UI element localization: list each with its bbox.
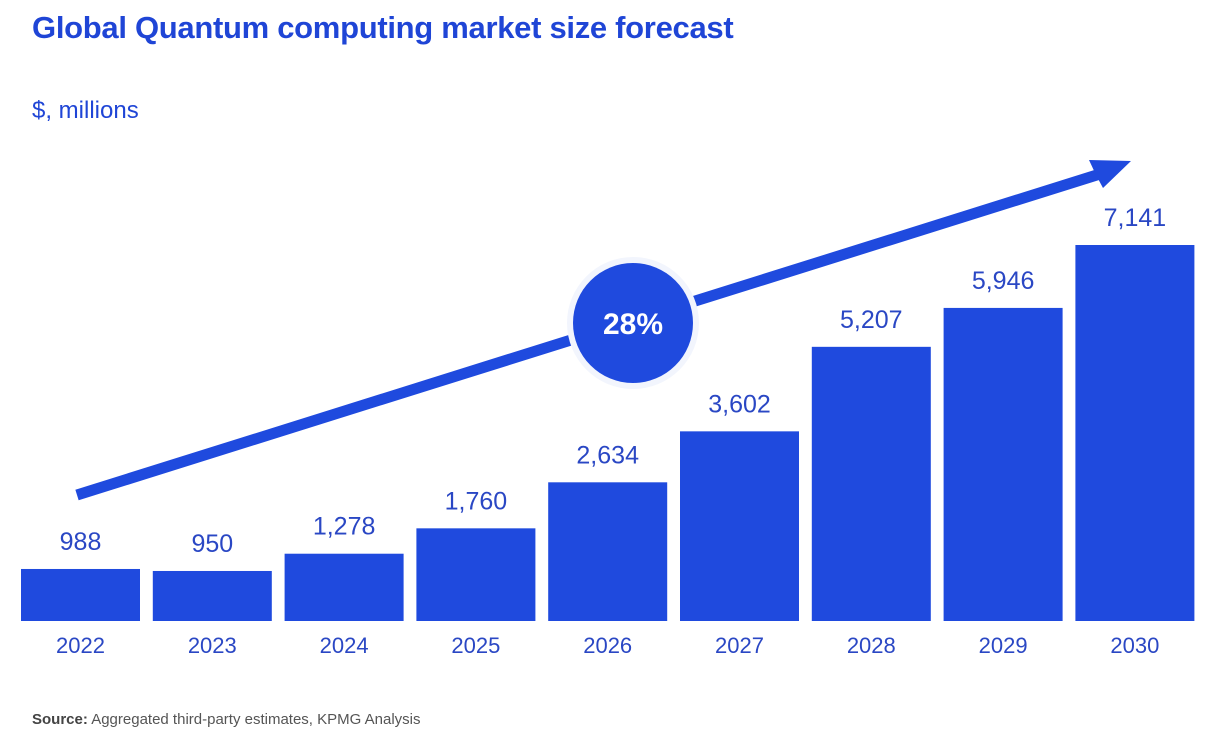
x-tick-label: 2022: [56, 633, 105, 658]
bar-2023: [152, 570, 272, 621]
value-label: 2,634: [576, 441, 639, 469]
source-text: Aggregated third-party estimates, KPMG A…: [87, 711, 421, 728]
bar-2030: [1075, 245, 1195, 621]
x-tick-label: 2028: [847, 633, 896, 658]
unit-label: $, millions: [32, 97, 139, 124]
cagr-label: 28%: [603, 308, 663, 341]
x-tick-label: 2024: [320, 633, 369, 658]
x-tick-label: 2023: [188, 633, 237, 658]
value-label: 7,141: [1104, 204, 1167, 232]
value-label: 950: [191, 530, 233, 558]
x-tick-label: 2030: [1110, 633, 1159, 658]
chart-title: Global Quantum computing market size for…: [32, 10, 734, 45]
bar-2026: [548, 482, 668, 621]
bar-2029: [943, 307, 1063, 621]
x-tick-label: 2027: [715, 633, 764, 658]
value-label: 3,602: [708, 390, 771, 418]
value-label: 1,278: [313, 513, 376, 541]
bar-2022: [21, 568, 140, 621]
x-tick-label: 2026: [583, 633, 632, 658]
cagr-circle: [573, 263, 693, 383]
value-label: 988: [60, 528, 102, 556]
value-label: 1,760: [445, 487, 508, 515]
value-label: 5,207: [840, 306, 903, 334]
value-label: 5,946: [972, 267, 1035, 295]
bar-2028: [811, 346, 931, 621]
bar-2024: [284, 553, 404, 621]
x-tick-label: 2029: [979, 633, 1028, 658]
bar-2027: [680, 431, 799, 621]
bar-2025: [416, 528, 536, 621]
trend-arrow-head-icon: [1089, 160, 1131, 188]
source-label: Source:: [32, 711, 88, 728]
source-note: Source: Aggregated third-party estimates…: [32, 711, 421, 728]
x-tick-label: 2025: [451, 633, 500, 658]
